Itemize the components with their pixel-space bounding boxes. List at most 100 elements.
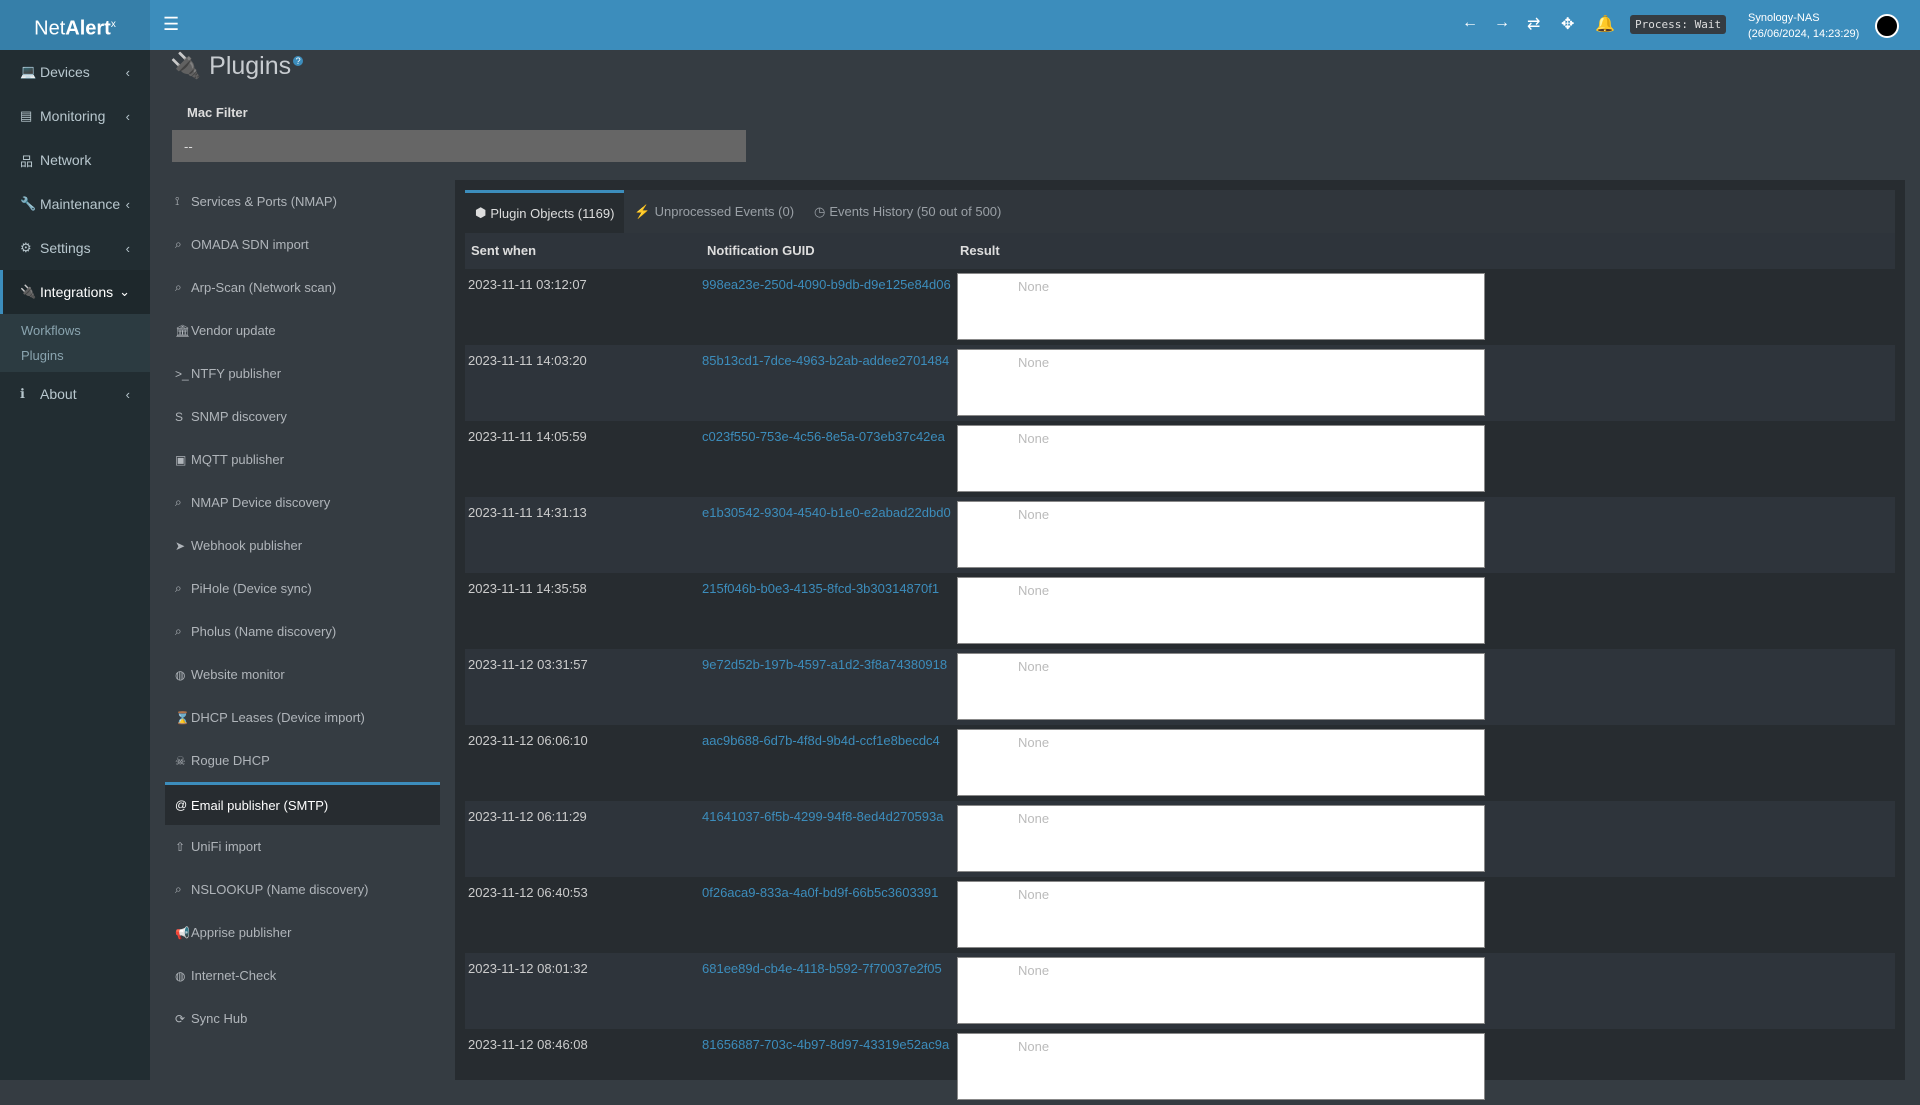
table-row: 2023-11-11 03:12:07 998ea23e-250d-4090-b9… <box>465 269 1895 345</box>
tab-1[interactable]: ⚡ Unprocessed Events (0) <box>624 190 804 233</box>
table-row: 2023-11-11 14:05:59 c023f550-753e-4c56-8e… <box>465 421 1895 497</box>
sent-when-cell: 2023-11-12 03:31:57 <box>468 657 588 672</box>
sidebar-subitem-plugins[interactable]: Plugins <box>21 348 64 363</box>
column-sent-when[interactable]: Sent when <box>471 243 537 258</box>
sidebar-item-about[interactable]: ℹ About ‹ <box>0 372 150 416</box>
plugin-item[interactable]: ⌛ DHCP Leases (Device import) <box>165 696 440 739</box>
menu-toggle-icon[interactable]: ☰ <box>163 14 180 34</box>
tab-2[interactable]: ◷ Events History (50 out of 500) <box>804 190 1011 233</box>
plugin-item[interactable]: ⌕ PiHole (Device sync) <box>165 567 440 610</box>
plugin-item[interactable]: ☠ Rogue DHCP <box>165 739 440 782</box>
bell-icon[interactable]: 🔔 <box>1595 16 1615 33</box>
plugin-icon: ⌕ <box>175 581 182 595</box>
result-textarea[interactable]: None <box>957 273 1485 340</box>
sidebar-item-devices[interactable]: 💻 Devices ‹ <box>0 50 150 94</box>
guid-link[interactable]: 681ee89d-cb4e-4118-b592-7f70037e2f05 <box>702 961 942 976</box>
page-title-text: Plugins <box>209 52 292 80</box>
result-textarea[interactable]: None <box>957 653 1485 720</box>
plugin-item[interactable]: ◍ Internet-Check <box>165 954 440 997</box>
result-textarea[interactable]: None <box>957 349 1485 416</box>
plugin-label: Arp-Scan (Network scan) <box>191 280 337 295</box>
refresh-icon[interactable]: ⇄ <box>1527 16 1541 33</box>
back-arrow-icon[interactable]: ← <box>1462 14 1478 31</box>
sidebar-item-settings[interactable]: ⚙ Settings ‹ <box>0 226 150 270</box>
result-textarea[interactable]: None <box>957 425 1485 492</box>
help-icon[interactable]: ? <box>293 56 304 66</box>
sent-when-cell: 2023-11-11 03:12:07 <box>468 277 587 292</box>
guid-link[interactable]: aac9b688-6d7b-4f8d-9b4d-ccf1e8becdc4 <box>702 733 940 748</box>
plugin-item[interactable]: @ Email publisher (SMTP) <box>165 782 440 825</box>
result-textarea[interactable]: None <box>957 1033 1485 1100</box>
sidebar-item-monitoring[interactable]: ▤ Monitoring ‹ <box>0 94 150 138</box>
guid-link[interactable]: 41641037-6f5b-4299-94f8-8ed4d270593a <box>702 809 944 824</box>
plugin-item[interactable]: ⇧ UniFi import <box>165 825 440 868</box>
sidebar-item-label: Devices <box>40 64 90 80</box>
result-textarea[interactable]: None <box>957 957 1485 1024</box>
plugin-label: MQTT publisher <box>191 452 284 467</box>
result-textarea[interactable]: None <box>957 577 1485 644</box>
plugin-icon: @ <box>175 798 188 812</box>
result-textarea[interactable]: None <box>957 729 1485 796</box>
guid-link[interactable]: 0f26aca9-833a-4a0f-bd9f-66b5c3603391 <box>702 885 939 900</box>
table-row: 2023-11-11 14:31:13 e1b30542-9304-4540-b1… <box>465 497 1895 573</box>
result-textarea[interactable]: None <box>957 805 1485 872</box>
plugin-label: NTFY publisher <box>191 366 282 381</box>
sidebar-item-maintenance[interactable]: 🔧 Maintenance ‹ <box>0 182 150 226</box>
chevron-icon: ‹ <box>125 64 130 80</box>
sent-when-cell: 2023-11-11 14:35:58 <box>468 581 587 596</box>
guid-link[interactable]: 998ea23e-250d-4090-b9db-d9e125e84d06 <box>702 277 951 292</box>
guid-link[interactable]: 85b13cd1-7dce-4963-b2ab-addee2701484 <box>702 353 950 368</box>
plugin-icon: ◍ <box>175 968 186 983</box>
plugin-item[interactable]: ⌕ Arp-Scan (Network scan) <box>165 266 440 309</box>
mac-filter-input[interactable] <box>172 130 746 162</box>
result-textarea[interactable]: None <box>957 501 1485 568</box>
sidebar-item-network[interactable]: 品 Network <box>0 138 150 182</box>
table-row: 2023-11-11 14:35:58 215f046b-b0e3-4135-8f… <box>465 573 1895 649</box>
plugin-label: Apprise publisher <box>191 925 292 940</box>
guid-link[interactable]: e1b30542-9304-4540-b1e0-e2abad22dbd0 <box>702 505 951 520</box>
forward-arrow-icon[interactable]: → <box>1494 14 1510 31</box>
plugin-item[interactable]: 🏛 Vendor update <box>165 309 440 352</box>
gear-icon: ⚙ <box>20 240 32 255</box>
plugin-icon: ⇧ <box>175 839 186 854</box>
sidebar-item-integrations[interactable]: 🔌 Integrations ⌄ <box>0 270 150 314</box>
plugin-item[interactable]: ⟟ Services & Ports (NMAP) <box>165 180 440 223</box>
move-icon[interactable]: ✥ <box>1561 16 1575 33</box>
guid-link[interactable]: 215f046b-b0e3-4135-8fcd-3b30314870f1 <box>702 581 940 596</box>
plugin-item[interactable]: >_ NTFY publisher <box>165 352 440 395</box>
tab-icon: ⚡ <box>634 203 651 219</box>
plugin-item[interactable]: S SNMP discovery <box>165 395 440 438</box>
table-row: 2023-11-12 06:11:29 41641037-6f5b-4299-94… <box>465 801 1895 877</box>
info-icon: ℹ <box>20 386 25 401</box>
guid-link[interactable]: 81656887-703c-4b97-8d97-43319e52ac9a <box>702 1037 950 1052</box>
sent-when-cell: 2023-11-11 14:03:20 <box>468 353 587 368</box>
plugin-item[interactable]: ⌕ Pholus (Name discovery) <box>165 610 440 653</box>
plugin-item[interactable]: ⟳ Sync Hub <box>165 997 440 1040</box>
guid-link[interactable]: c023f550-753e-4c56-8e5a-073eb37c42ea <box>702 429 945 444</box>
table-row: 2023-11-12 08:46:08 81656887-703c-4b97-8d… <box>465 1029 1895 1105</box>
plugin-item[interactable]: ▣ MQTT publisher <box>165 438 440 481</box>
plugin-item[interactable]: 📢 Apprise publisher <box>165 911 440 954</box>
plugin-label: Services & Ports (NMAP) <box>191 194 337 209</box>
column-result[interactable]: Result <box>960 243 1000 258</box>
plugin-label: Pholus (Name discovery) <box>191 624 337 639</box>
sent-when-cell: 2023-11-12 06:06:10 <box>468 733 588 748</box>
plugin-label: NSLOOKUP (Name discovery) <box>191 882 369 897</box>
plugin-item[interactable]: ⌕ OMADA SDN import <box>165 223 440 266</box>
avatar[interactable] <box>1875 14 1899 38</box>
plugin-icon: >_ <box>175 366 189 381</box>
plugin-label: Sync Hub <box>191 1011 248 1026</box>
sidebar-subitem-workflows[interactable]: Workflows <box>21 323 81 338</box>
plugin-label: DHCP Leases (Device import) <box>191 710 365 725</box>
plugin-icon: ⌕ <box>175 280 182 294</box>
result-textarea[interactable]: None <box>957 881 1485 948</box>
plugin-item[interactable]: ➤ Webhook publisher <box>165 524 440 567</box>
guid-link[interactable]: 9e72d52b-197b-4597-a1d2-3f8a74380918 <box>702 657 948 672</box>
plugin-item[interactable]: ⌕ NMAP Device discovery <box>165 481 440 524</box>
plugin-icon: ▣ <box>175 452 187 467</box>
column-guid[interactable]: Notification GUID <box>707 243 815 258</box>
plugin-item[interactable]: ⌕ NSLOOKUP (Name discovery) <box>165 868 440 911</box>
plugin-item[interactable]: ◍ Website monitor <box>165 653 440 696</box>
tab-0[interactable]: ⬢ Plugin Objects (1169) <box>465 190 625 233</box>
logo[interactable]: NetAlertx <box>0 0 150 50</box>
